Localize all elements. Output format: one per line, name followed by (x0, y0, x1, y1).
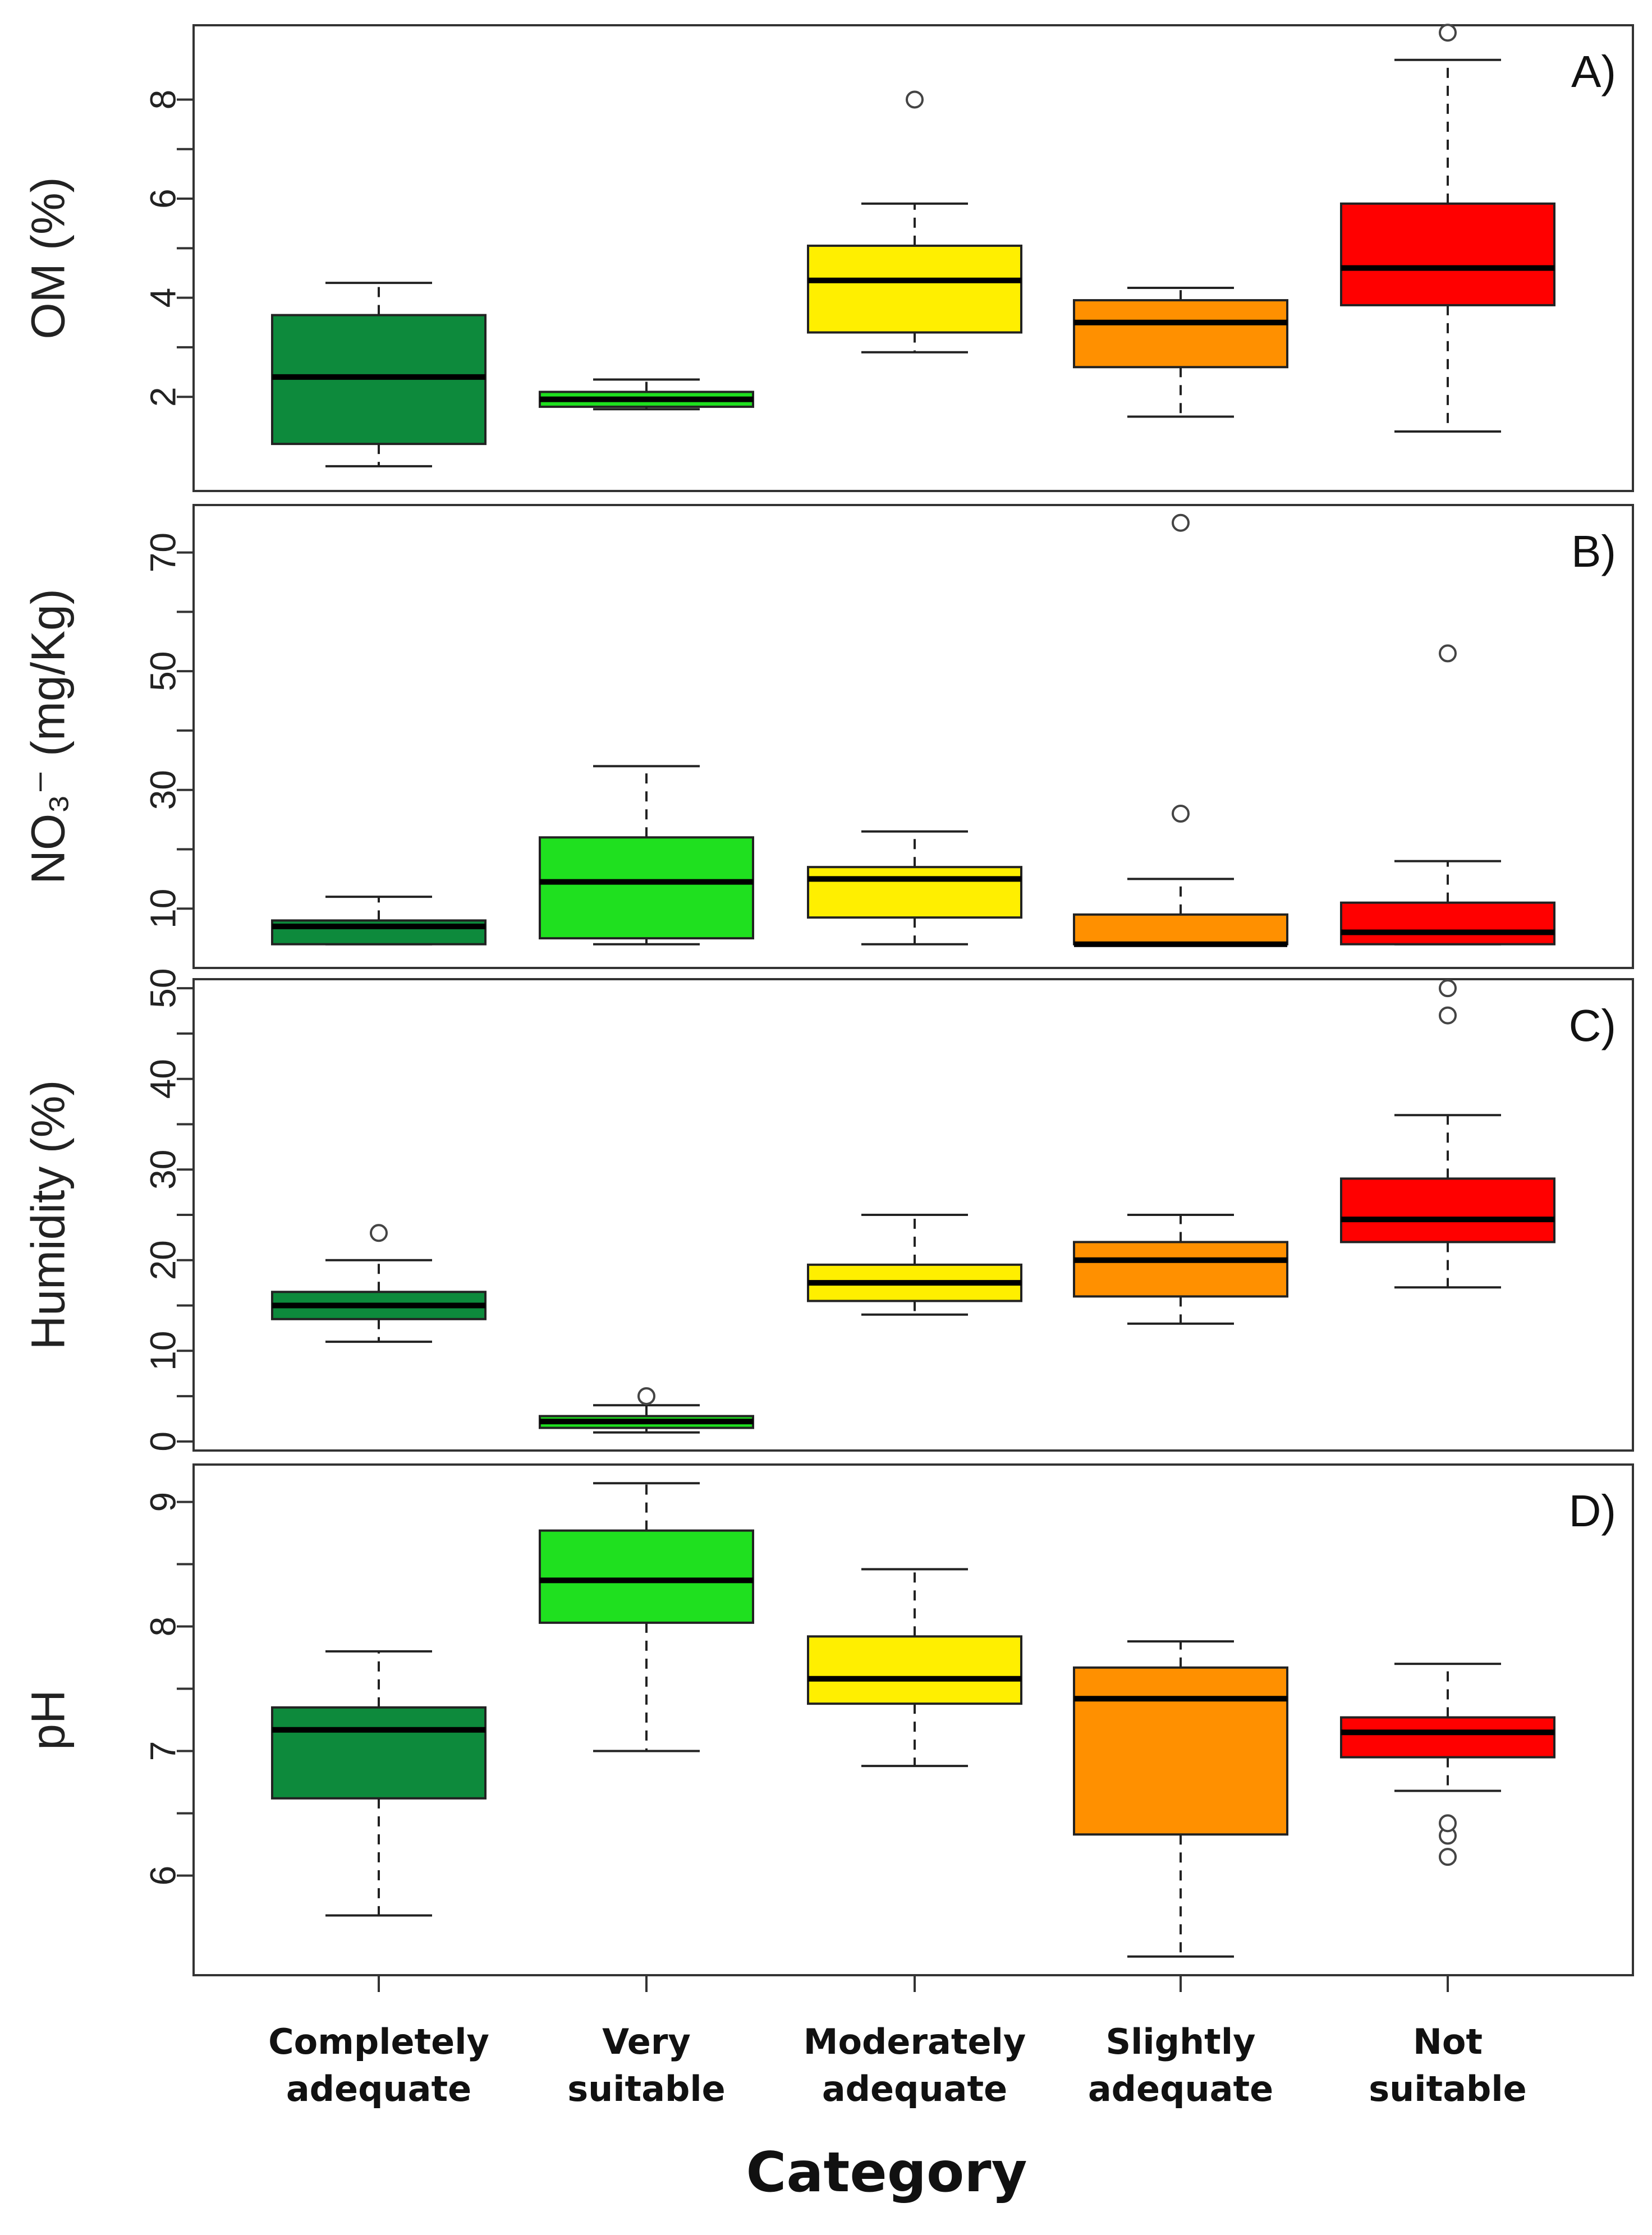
panel-c-box-very-suitable-outlier (637, 1387, 655, 1406)
panel-d-ytick-label: 9 (143, 1492, 183, 1512)
panel-d-box-not-suitable-iqr (1340, 1716, 1555, 1759)
panel-d-box-moderately-adequate (807, 1568, 1022, 1768)
panel-b-box-slightly-adequate (1073, 513, 1288, 947)
panel-c-box-not-suitable (1340, 979, 1555, 1289)
category-label-line: Very (602, 2021, 691, 2062)
panel-a-box-slightly-adequate (1073, 286, 1288, 418)
panel-d-box-not-suitable (1340, 1663, 1555, 1866)
panel-a-box-moderately-adequate-iqr (807, 244, 1022, 334)
panel-b-box-not-suitable (1340, 644, 1555, 946)
panel-a-box-not-suitable-outlier (1439, 24, 1457, 42)
category-label-line: suitable (567, 2068, 725, 2109)
category-label-slightly-adequate: Slightly adequate (1088, 2021, 1273, 2109)
panel-b-box-very-suitable-iqr (539, 836, 754, 940)
panel-a-box-moderately-adequate (807, 90, 1022, 354)
panel-b-box-not-suitable-outlier (1439, 644, 1457, 663)
panel-b-box-very-suitable (539, 765, 754, 946)
panel-c-box-slightly-adequate (1073, 1214, 1288, 1325)
panel-c-box-slightly-adequate-iqr (1073, 1241, 1288, 1298)
panel-d-box-very-suitable-iqr (539, 1529, 754, 1624)
panel-a-box-slightly-adequate-iqr (1073, 299, 1288, 369)
category-label-line: adequate (286, 2068, 471, 2109)
category-label-line: Slightly (1106, 2021, 1256, 2062)
panel-d-box-not-suitable-outlier (1439, 1814, 1457, 1833)
category-label-not-suitable: Not suitable (1369, 2021, 1526, 2109)
panel-c-box-very-suitable (539, 1387, 754, 1434)
panel-a-box-completely-adequate (271, 282, 487, 467)
panel-d-box-slightly-adequate (1073, 1640, 1288, 1958)
panel-b-ytick-label: 70 (143, 533, 183, 572)
panel-d-ytick-label: 7 (143, 1741, 183, 1761)
category-labels: Completely adequate Very suitable Moderately… (268, 2021, 1527, 2109)
panel-c-ytick-label: 20 (143, 1240, 183, 1280)
category-label-line: adequate (822, 2068, 1007, 2109)
panel-b-box-slightly-adequate-outlier (1172, 805, 1190, 823)
panel-d-box-moderately-adequate-iqr (807, 1635, 1022, 1705)
panel-d: 6 7 8 9 pH D) (21, 1463, 1634, 1992)
panel-b-box-moderately-adequate (807, 830, 1022, 946)
panel-c-label: C) (1569, 1001, 1616, 1050)
panel-d-box-completely-adequate-iqr (271, 1706, 487, 1800)
panel-b-label: B) (1571, 526, 1616, 576)
panel-b-box-not-suitable-iqr (1340, 901, 1555, 946)
panel-b-ylabel: NO₃⁻ (mg/Kg) (21, 589, 74, 884)
panel-a-box-moderately-adequate-outlier (906, 90, 924, 109)
panel-a-label: A) (1571, 47, 1616, 97)
panel-d-box-very-suitable (539, 1482, 754, 1752)
panel-d-box-completely-adequate (271, 1650, 487, 1917)
x-axis-title: Category (746, 2141, 1027, 2205)
panel-a-box-not-suitable-iqr (1340, 202, 1555, 306)
panel-a-ytick-label: 8 (143, 90, 183, 110)
panel-b: 10 30 50 70 NO₃⁻ (mg/Kg) B) (21, 504, 1634, 969)
panel-d-ytick-label: 6 (143, 1866, 183, 1886)
panel-b-box-slightly-adequate-outlier (1172, 513, 1190, 532)
panel-c-ytick-label: 10 (143, 1331, 183, 1371)
panel-c: 0 10 20 30 40 50 Humidity (%) C) (21, 969, 1634, 1452)
panel-c-ytick-label: 0 (143, 1431, 183, 1452)
panel-a-ytick-label: 6 (143, 189, 183, 209)
panel-a-box-very-suitable (539, 378, 754, 411)
panel-b-frame (192, 504, 1634, 969)
panel-c-ytick-label: 40 (143, 1059, 183, 1099)
panel-c-box-completely-adequate-outlier (370, 1224, 388, 1242)
category-label-completely-adequate: Completely adequate (268, 2021, 489, 2109)
category-label-line: adequate (1088, 2068, 1273, 2109)
category-label-line: Moderately (804, 2021, 1026, 2062)
panel-b-box-moderately-adequate-iqr (807, 866, 1022, 919)
panel-c-box-not-suitable-iqr (1340, 1177, 1555, 1243)
panel-b-box-slightly-adequate-iqr (1073, 913, 1288, 946)
category-label-line: Completely (268, 2021, 489, 2062)
category-label-moderately-adequate: Moderately adequate (804, 2021, 1026, 2109)
panel-c-box-moderately-adequate (807, 1214, 1022, 1316)
panel-c-box-not-suitable-outlier (1439, 979, 1457, 998)
panel-a-ytick-label: 2 (143, 387, 183, 407)
panel-d-ylabel: pH (21, 1690, 74, 1750)
panel-d-ytick-label: 8 (143, 1617, 183, 1637)
panel-b-box-completely-adequate (271, 896, 487, 946)
panel-c-box-completely-adequate (271, 1224, 487, 1343)
panel-d-box-not-suitable-outlier (1439, 1848, 1457, 1866)
panel-a-box-not-suitable (1340, 24, 1555, 433)
category-label-line: suitable (1369, 2068, 1526, 2109)
panel-d-label: D) (1569, 1486, 1616, 1536)
panel-c-box-not-suitable-outlier (1439, 1006, 1457, 1025)
panel-b-ytick-label: 10 (143, 889, 183, 929)
panel-b-ytick-label: 50 (143, 651, 183, 691)
panel-d-frame (192, 1463, 1634, 1976)
category-label-line: Not (1413, 2021, 1483, 2062)
panel-a-ytick-label: 4 (143, 288, 183, 308)
category-label-very-suitable: Very suitable (567, 2021, 725, 2109)
panel-c-ytick-label: 50 (143, 969, 183, 1008)
panel-a-ylabel: OM (%) (21, 177, 74, 339)
panel-a: 2 4 6 8 OM (%) A) (21, 24, 1634, 492)
panel-c-ylabel: Humidity (%) (21, 1080, 74, 1350)
panel-c-ytick-label: 30 (143, 1150, 183, 1190)
panel-b-ytick-label: 30 (143, 770, 183, 810)
panel-d-box-slightly-adequate-iqr (1073, 1666, 1288, 1836)
panel-a-frame (192, 24, 1634, 492)
